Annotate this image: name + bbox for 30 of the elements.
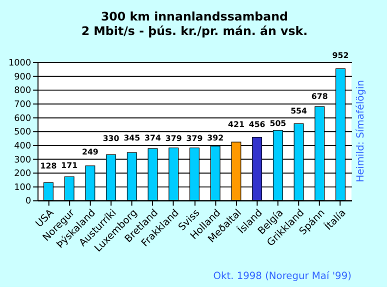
y-tick-label: 800 <box>14 86 32 96</box>
y-tick-label: 200 <box>14 169 32 180</box>
data-label: 505 <box>270 119 286 128</box>
y-tick-label: 600 <box>14 114 32 124</box>
data-label: 171 <box>61 161 78 170</box>
chart-title: 300 km innanlandssamband <box>100 9 288 24</box>
chart-subtitle: 2 Mbit/s - þús. kr./pr. mán. án vsk. <box>81 24 308 38</box>
data-label: 330 <box>102 134 120 143</box>
data-label: 379 <box>165 134 182 143</box>
y-tick-label: 900 <box>14 72 32 82</box>
data-label: 249 <box>82 148 98 156</box>
data-label: 952 <box>332 50 349 60</box>
data-label: 554 <box>290 106 308 116</box>
data-label: 379 <box>186 134 203 143</box>
y-tick-label: 500 <box>14 128 32 138</box>
y-tick-label: 400 <box>14 141 32 152</box>
data-label: 392 <box>207 134 224 143</box>
y-tick-label: 0 <box>25 196 32 207</box>
text: Heimild: Símafélögin <box>355 80 366 182</box>
data-label: 374 <box>144 134 162 143</box>
y-tick-label: 100 <box>14 182 32 193</box>
text: Okt. 1998 (Noregur Maí '99) <box>213 271 352 282</box>
data-label: 456 <box>248 120 266 129</box>
y-tick-label: 700 <box>14 100 32 110</box>
y-tick-label: 1000 <box>8 58 32 69</box>
data-label: 678 <box>311 92 328 102</box>
data-label: 421 <box>228 120 244 129</box>
data-label: 128 <box>40 161 57 170</box>
y-tick-label: 300 <box>14 155 32 166</box>
data-label: 345 <box>124 134 140 143</box>
